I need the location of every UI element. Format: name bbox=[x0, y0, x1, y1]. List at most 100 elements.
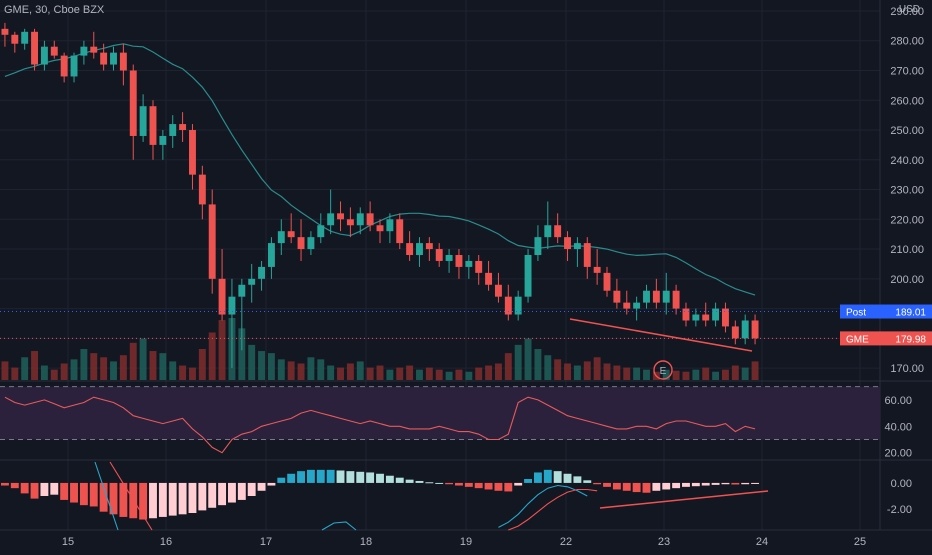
macd-histogram-bar bbox=[593, 482, 602, 485]
candle-body bbox=[1, 28, 9, 35]
macd-histogram-bar bbox=[563, 473, 572, 483]
x-tick-label: 16 bbox=[160, 536, 172, 548]
macd-histogram-bar bbox=[494, 482, 503, 491]
volume-bar bbox=[267, 353, 275, 380]
candle-body bbox=[277, 231, 285, 244]
candle-body bbox=[573, 243, 581, 250]
macd-histogram-bar bbox=[484, 482, 493, 490]
macd-histogram-bar bbox=[99, 482, 108, 512]
volume-bar bbox=[465, 371, 473, 380]
macd-histogram-bar bbox=[415, 480, 424, 483]
candle-body bbox=[337, 213, 344, 220]
candle-body bbox=[633, 302, 641, 309]
signal-line bbox=[508, 488, 598, 531]
candle-body bbox=[100, 52, 108, 65]
volume-bar bbox=[307, 357, 315, 380]
volume-bar bbox=[287, 361, 295, 380]
candle-body bbox=[593, 266, 601, 273]
candle-body bbox=[80, 46, 88, 56]
volume-bar bbox=[643, 369, 650, 380]
macd-histogram-bar bbox=[316, 469, 325, 483]
candle-body bbox=[40, 46, 48, 65]
macd-histogram-bar bbox=[158, 482, 167, 517]
macd-histogram-bar bbox=[682, 482, 690, 487]
macd-histogram-bar bbox=[731, 482, 740, 485]
candle-body bbox=[238, 284, 246, 297]
macd-histogram-bar bbox=[10, 482, 19, 489]
macd-histogram-bar bbox=[464, 482, 473, 487]
volume-bar bbox=[100, 357, 108, 380]
macd-histogram-bar bbox=[435, 482, 444, 484]
candle-body bbox=[179, 124, 187, 131]
price-tick-label: 200.00 bbox=[890, 274, 924, 286]
price-tick-label: 280.00 bbox=[890, 36, 924, 48]
macd-histogram-bar bbox=[0, 482, 9, 486]
macd-histogram-bar bbox=[60, 482, 69, 500]
macd-histogram-bar bbox=[583, 480, 592, 483]
volume-bar bbox=[583, 361, 591, 380]
volume-bar bbox=[297, 363, 305, 380]
rsi-tick-label: 60.00 bbox=[884, 395, 912, 407]
candle-body bbox=[258, 266, 266, 279]
candle-body bbox=[554, 225, 562, 238]
volume-bar bbox=[169, 361, 177, 380]
price-tick-label: 290.00 bbox=[890, 6, 924, 18]
macd-line bbox=[498, 484, 588, 528]
earnings-marker-label: E bbox=[660, 366, 667, 377]
candle-body bbox=[356, 213, 364, 226]
volume-bar bbox=[416, 369, 423, 380]
volume-bar bbox=[50, 369, 58, 380]
macd-histogram-bar bbox=[277, 477, 286, 483]
volume-bar bbox=[70, 359, 78, 380]
macd-histogram-bar bbox=[474, 482, 483, 489]
macd-histogram-bar bbox=[741, 482, 750, 485]
x-tick-label: 18 bbox=[360, 536, 372, 548]
macd-histogram-bar bbox=[642, 482, 651, 493]
macd-tick-label: 0.00 bbox=[891, 478, 912, 490]
candle-body bbox=[50, 46, 58, 56]
macd-histogram-bar bbox=[445, 482, 454, 485]
x-tick-label: 24 bbox=[756, 536, 768, 548]
candle-body bbox=[652, 290, 660, 303]
volume-bar bbox=[90, 353, 98, 380]
rsi-tick-label: 40.00 bbox=[884, 421, 912, 433]
macd-histogram-bar bbox=[228, 482, 236, 503]
candle-body bbox=[218, 278, 226, 315]
candle-body bbox=[31, 31, 38, 65]
macd-histogram-bar bbox=[89, 482, 98, 507]
volume-bar bbox=[751, 361, 759, 380]
candle-body bbox=[149, 106, 157, 145]
macd-line-trough bbox=[321, 521, 357, 531]
candle-body bbox=[346, 219, 354, 226]
volume-bar bbox=[110, 361, 117, 380]
macd-histogram-bar bbox=[612, 482, 621, 490]
candle-body bbox=[485, 272, 493, 285]
volume-bar bbox=[712, 371, 720, 380]
volume-bar bbox=[672, 370, 680, 380]
volume-bar bbox=[238, 328, 246, 380]
macd-histogram-bar bbox=[267, 482, 276, 486]
macd-histogram-bar bbox=[701, 482, 710, 486]
rsi-tick-label: 20.00 bbox=[884, 448, 912, 460]
volume-bar bbox=[159, 353, 167, 380]
candle-body bbox=[672, 290, 680, 309]
macd-histogram-bar bbox=[711, 482, 720, 485]
volume-bar bbox=[613, 365, 621, 380]
price-tick-label: 240.00 bbox=[890, 155, 924, 167]
candle-body bbox=[465, 260, 473, 267]
candle-body bbox=[228, 296, 236, 315]
volume-bar bbox=[21, 357, 29, 380]
candle-body bbox=[613, 290, 621, 303]
volume-bar bbox=[40, 365, 48, 380]
candle-body bbox=[702, 314, 710, 321]
macd-histogram-bar bbox=[524, 479, 532, 483]
macd-histogram-bar bbox=[208, 482, 217, 508]
macd-histogram-bar bbox=[287, 473, 296, 483]
macd-histogram-bar bbox=[691, 482, 700, 487]
price-tick-label: 250.00 bbox=[890, 125, 924, 137]
candle-body bbox=[475, 260, 483, 273]
symbol-header[interactable]: GME, 30, Cboe BZX bbox=[4, 4, 105, 16]
volume-bar bbox=[603, 363, 611, 380]
volume-bar bbox=[327, 365, 335, 380]
